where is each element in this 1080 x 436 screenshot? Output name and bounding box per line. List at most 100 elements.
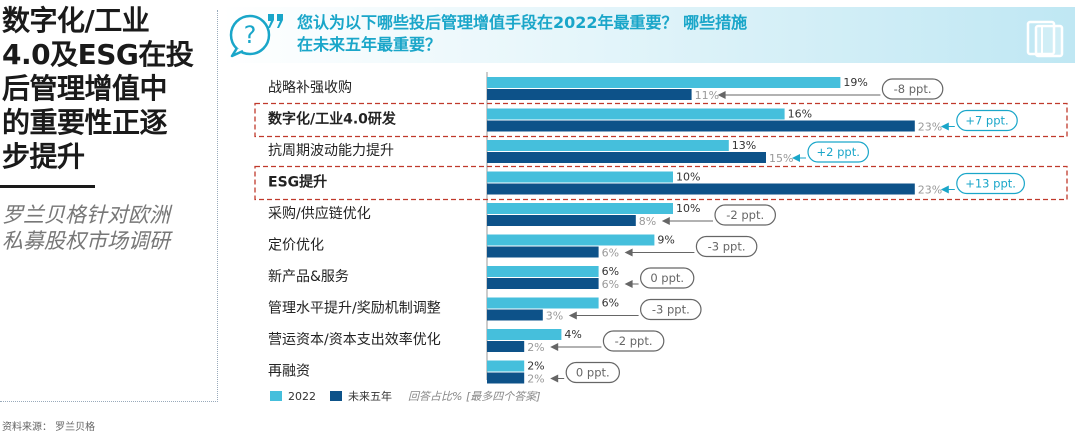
value-label-future: 3% (546, 310, 563, 323)
change-label: -3 ppt. (708, 240, 746, 254)
change-arrow-icon (624, 248, 633, 257)
change-pill (639, 298, 702, 321)
category-label: 再融资 (268, 364, 310, 380)
bar-2022 (487, 360, 525, 372)
bar-future (487, 120, 915, 132)
subtitle-line: 罗兰贝格针对欧洲 (2, 203, 170, 227)
bar-2022 (487, 234, 655, 246)
value-label-2022: 19% (843, 76, 867, 89)
change-pill (714, 204, 777, 226)
change-arrow-icon (568, 311, 577, 320)
value-label-future: 6% (602, 278, 619, 291)
highlight-box (254, 165, 1068, 201)
value-label-2022: 10% (676, 202, 700, 215)
value-label-future: 23% (918, 121, 942, 134)
bar-future (487, 341, 525, 352)
change-label: +7 ppt. (965, 114, 1008, 128)
value-label-2022: 9% (657, 234, 674, 247)
subtitle-line: 私募股权市场调研 (2, 229, 170, 253)
highlight-box (254, 102, 1068, 138)
category-label: 新产品&服务 (268, 269, 349, 285)
source-note: 资料来源： 罗兰贝格 (2, 422, 96, 433)
legend-swatch-future (330, 391, 342, 401)
bar-2022 (487, 297, 599, 309)
title-line: 数字化/工业 (2, 4, 150, 37)
change-pill (807, 141, 870, 163)
category-label: 抗周期波动能力提升 (268, 143, 394, 159)
bar-2022 (487, 329, 562, 340)
bar-2022 (487, 171, 673, 183)
change-label: -2 ppt. (726, 208, 764, 222)
category-label: 数字化/工业4.0研发 (268, 111, 397, 128)
bar-future (487, 372, 525, 384)
legend-label-future: 未来五年 (348, 390, 392, 403)
dotted-divider-vertical (217, 10, 218, 402)
change-pill (881, 78, 944, 100)
bar-future (487, 152, 766, 163)
change-pill (956, 109, 1018, 132)
svg-text:?: ? (244, 21, 257, 49)
value-label-future: 15% (769, 152, 793, 165)
change-arrow-icon (792, 154, 800, 162)
value-label-2022: 10% (676, 171, 700, 184)
change-arrow-icon (624, 280, 633, 288)
quote-icon (268, 14, 283, 28)
title-line: 4.0及ESG在投 (2, 38, 194, 71)
title-divider (0, 185, 95, 188)
change-label: +2 ppt. (817, 145, 860, 159)
category-label: 采购/供应链优化 (268, 205, 371, 222)
bar-future (487, 183, 915, 195)
bar-2022 (487, 108, 785, 120)
change-arrow-icon (940, 185, 949, 194)
bar-2022 (487, 77, 841, 88)
value-label-2022: 13% (732, 139, 756, 152)
value-label-2022: 6% (602, 265, 619, 278)
change-label: 0 ppt. (576, 366, 610, 380)
bar-future (487, 215, 636, 226)
value-label-future: 2% (527, 373, 544, 386)
bar-2022 (487, 140, 729, 151)
change-arrow-icon (550, 343, 559, 351)
value-label-2022: 4% (564, 328, 581, 341)
question-line: 在未来五年最重要？ (297, 35, 442, 54)
value-label-2022: 16% (788, 108, 812, 121)
change-pill (565, 361, 621, 384)
page-title: 数字化/工业 4.0及ESG在投 后管理增值中 的重要性正逐 步提升 (2, 4, 202, 174)
change-label: -2 ppt. (615, 334, 653, 348)
question-banner (222, 7, 1075, 63)
category-label: 管理水平提升/奖励机制调整 (268, 300, 441, 317)
change-pill (956, 172, 1025, 195)
change-arrow-icon (717, 91, 726, 99)
question-line: 您认为以下哪些投后管理增值手段在2022年最重要？ 哪些措施 (297, 13, 748, 32)
dotted-divider-horizontal (0, 401, 218, 402)
value-label-2022: 6% (602, 297, 619, 310)
chart-legend: 2022 未来五年 回答占比% [最多四个答案] (270, 388, 541, 404)
title-line: 后管理增值中 (2, 72, 168, 105)
change-arrow-icon (550, 374, 559, 383)
change-label: -8 ppt. (894, 82, 932, 96)
change-arrow-icon (940, 122, 949, 131)
book-stack-icon (1026, 20, 1064, 58)
change-arrow-icon (661, 217, 670, 225)
value-label-future: 11% (695, 89, 719, 102)
category-label: 战略补强收购 (268, 80, 352, 96)
change-label: +13 ppt. (965, 177, 1016, 191)
question-speech-icon: ? (229, 14, 271, 58)
bar-future (487, 278, 599, 289)
bar-2022 (487, 266, 599, 277)
title-line: 步提升 (2, 140, 85, 173)
category-label: 定价优化 (268, 238, 324, 254)
title-line: 的重要性正逐 (2, 106, 168, 139)
value-label-future: 6% (602, 247, 619, 260)
change-label: -3 ppt. (652, 303, 690, 317)
value-label-future: 23% (918, 184, 942, 197)
page-subtitle: 罗兰贝格针对欧洲 私募股权市场调研 (2, 202, 207, 254)
category-label: ESG提升 (268, 174, 327, 191)
category-label: 营运资本/资本支出效率优化 (268, 331, 441, 348)
value-label-2022: 2% (527, 360, 544, 373)
change-pill (639, 267, 695, 289)
value-label-future: 2% (527, 341, 544, 354)
bar-2022 (487, 203, 673, 214)
bar-future (487, 309, 543, 321)
